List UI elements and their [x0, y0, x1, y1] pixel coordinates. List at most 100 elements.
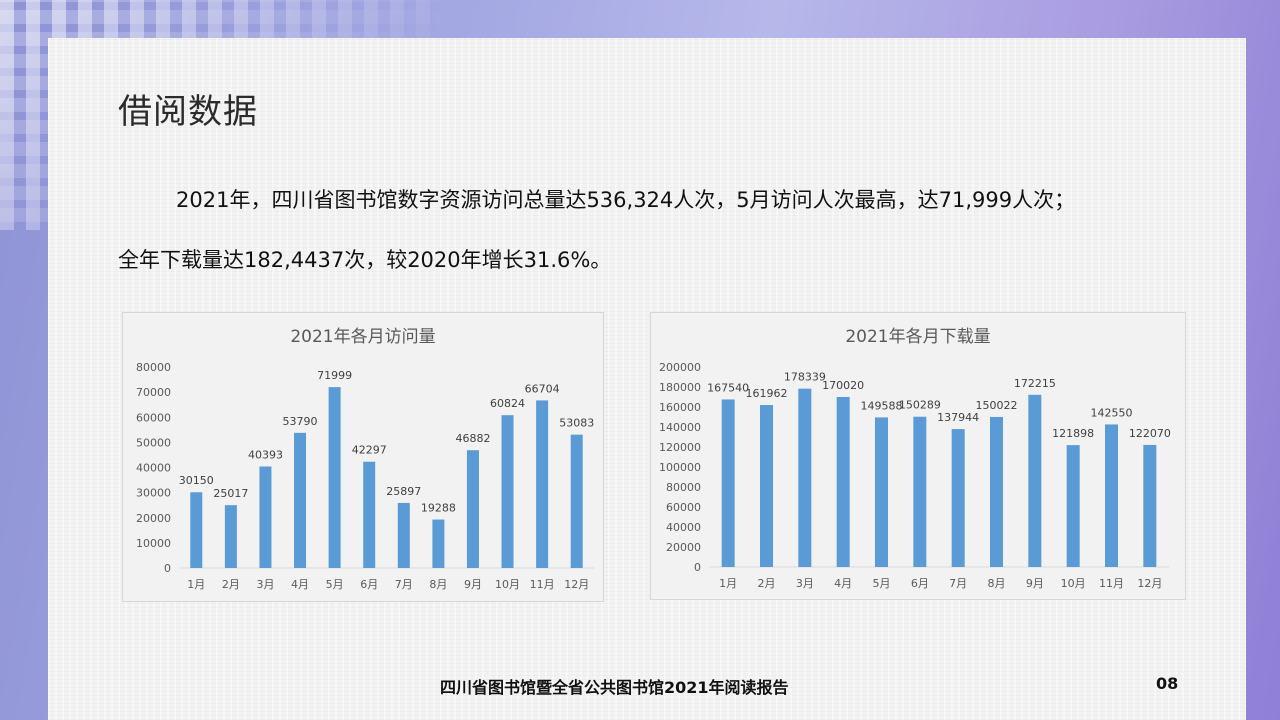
downloads-y-tick-label: 200000	[659, 361, 701, 374]
downloads-bar-2	[760, 405, 773, 567]
visits-category-label-10: 10月	[495, 578, 520, 591]
visits-data-label-1: 30150	[179, 474, 214, 487]
visits-bar-11	[536, 400, 549, 568]
visits-chart-svg: 2021年各月访问量 0 10000 20000 30000 40000 50000 6000…	[136, 327, 594, 591]
visits-bar-8	[432, 519, 445, 568]
downloads-data-label-1: 167540	[707, 381, 749, 394]
visits-y-tick-label: 30000	[136, 487, 171, 500]
downloads-category-label-5: 5月	[873, 577, 891, 590]
visits-category-label-1: 1月	[187, 578, 205, 591]
visits-data-label-6: 42297	[352, 444, 387, 457]
downloads-bar-3	[798, 388, 812, 567]
visits-y-tick-label: 60000	[136, 411, 171, 424]
downloads-chart-svg: 2021年各月下载量 0 20000 40000 60000 80000 100000 120…	[659, 327, 1171, 590]
downloads-data-label-10: 121898	[1052, 427, 1094, 440]
visits-category-label-4: 4月	[291, 578, 309, 591]
visits-category-label-6: 6月	[360, 578, 378, 591]
visits-data-label-3: 40393	[248, 449, 283, 462]
visits-bar-4	[294, 432, 307, 568]
downloads-y-tick-label: 40000	[666, 521, 701, 534]
downloads-y-tick-label: 0	[694, 561, 701, 574]
footer-report-title: 四川省图书馆暨全省公共图书馆2021年阅读报告	[440, 678, 789, 697]
visits-data-label-7: 25897	[386, 485, 421, 498]
visits-bar-1	[190, 492, 203, 568]
visits-bar-12	[570, 434, 583, 568]
visits-data-label-11: 66704	[525, 382, 560, 395]
visits-category-label-9: 9月	[464, 578, 482, 591]
downloads-y-tick-label: 80000	[666, 481, 701, 494]
visits-bar-2	[224, 505, 237, 568]
downloads-category-label-2: 2月	[758, 577, 776, 590]
visits-category-label-8: 8月	[429, 578, 447, 591]
visits-category-label-3: 3月	[256, 578, 274, 591]
visits-chart-title: 2021年各月访问量	[290, 327, 435, 347]
downloads-chart-title: 2021年各月下载量	[845, 327, 990, 347]
downloads-bar-5	[875, 417, 888, 567]
downloads-data-label-11: 142550	[1091, 406, 1133, 419]
visits-bar-9	[466, 450, 479, 568]
downloads-data-label-4: 170020	[822, 379, 864, 392]
visits-bar-7	[397, 502, 410, 568]
visits-y-tick-label: 80000	[136, 361, 171, 374]
downloads-category-label-8: 8月	[988, 577, 1006, 590]
visits-y-tick-label: 70000	[136, 386, 171, 399]
visits-y-tick-label: 50000	[136, 436, 171, 449]
downloads-data-label-7: 137944	[937, 411, 979, 424]
downloads-data-label-5: 149588	[861, 399, 903, 412]
downloads-category-label-7: 7月	[949, 577, 967, 590]
downloads-data-label-6: 150289	[899, 399, 941, 412]
downloads-category-label-6: 6月	[911, 577, 929, 590]
summary-paragraph-2: 全年下载量达182,4437次，较2020年增长31.6%。	[118, 248, 612, 272]
downloads-data-label-12: 122070	[1129, 427, 1171, 440]
visits-data-label-12: 53083	[559, 417, 594, 430]
visits-bar-5	[328, 387, 341, 568]
downloads-y-tick-label: 20000	[666, 541, 701, 554]
downloads-y-tick-label: 100000	[659, 461, 701, 474]
downloads-data-label-8: 150022	[976, 399, 1018, 412]
downloads-bar-11	[1105, 424, 1118, 567]
page-number: 08	[1156, 674, 1179, 693]
downloads-bar-4	[836, 396, 850, 567]
downloads-category-label-9: 9月	[1026, 577, 1044, 590]
downloads-y-tick-label: 180000	[659, 381, 701, 394]
visits-bar-3	[259, 466, 272, 568]
downloads-y-tick-label: 60000	[666, 501, 701, 514]
visits-category-label-2: 2月	[222, 578, 240, 591]
visits-data-label-5: 71999	[317, 369, 352, 382]
summary-paragraph-1: 2021年，四川省图书馆数字资源访问总量达536,324人次，5月访问人次最高，…	[176, 188, 1076, 212]
downloads-category-label-4: 4月	[834, 577, 852, 590]
downloads-category-label-11: 11月	[1099, 577, 1124, 590]
downloads-bar-1	[721, 399, 735, 567]
visits-y-tick-label: 20000	[136, 512, 171, 525]
visits-data-label-10: 60824	[490, 397, 525, 410]
downloads-y-tick-label: 160000	[659, 401, 701, 414]
downloads-data-label-9: 172215	[1014, 377, 1056, 390]
visits-bar-6	[363, 461, 376, 568]
visits-y-tick-label: 0	[164, 562, 171, 575]
visits-category-label-11: 11月	[530, 578, 555, 591]
page-title: 借阅数据	[118, 92, 258, 132]
visits-category-label-12: 12月	[564, 578, 589, 591]
downloads-data-label-3: 178339	[784, 371, 826, 384]
downloads-category-label-10: 10月	[1061, 577, 1086, 590]
downloads-bar-8	[990, 416, 1003, 567]
downloads-category-label-3: 3月	[796, 577, 814, 590]
visits-data-label-9: 46882	[455, 432, 490, 445]
visits-bar-10	[501, 415, 514, 568]
downloads-chart: 2021年各月下载量 0 20000 40000 60000 80000 100000 120…	[650, 312, 1186, 600]
visits-data-label-2: 25017	[213, 487, 248, 500]
visits-category-label-7: 7月	[395, 578, 413, 591]
visits-chart: 2021年各月访问量 0 10000 20000 30000 40000 50000 6000…	[122, 312, 604, 602]
downloads-data-label-2: 161962	[746, 387, 788, 400]
downloads-bar-7	[951, 429, 965, 567]
downloads-y-tick-label: 140000	[659, 421, 701, 434]
downloads-y-tick-label: 120000	[659, 441, 701, 454]
visits-category-label-5: 5月	[326, 578, 344, 591]
downloads-bar-10	[1066, 445, 1080, 567]
visits-data-label-4: 53790	[283, 415, 318, 428]
downloads-bar-6	[913, 416, 927, 567]
visits-y-tick-label: 10000	[136, 537, 171, 550]
visits-y-tick-label: 40000	[136, 462, 171, 475]
downloads-bar-9	[1028, 394, 1042, 567]
downloads-category-label-1: 1月	[719, 577, 737, 590]
